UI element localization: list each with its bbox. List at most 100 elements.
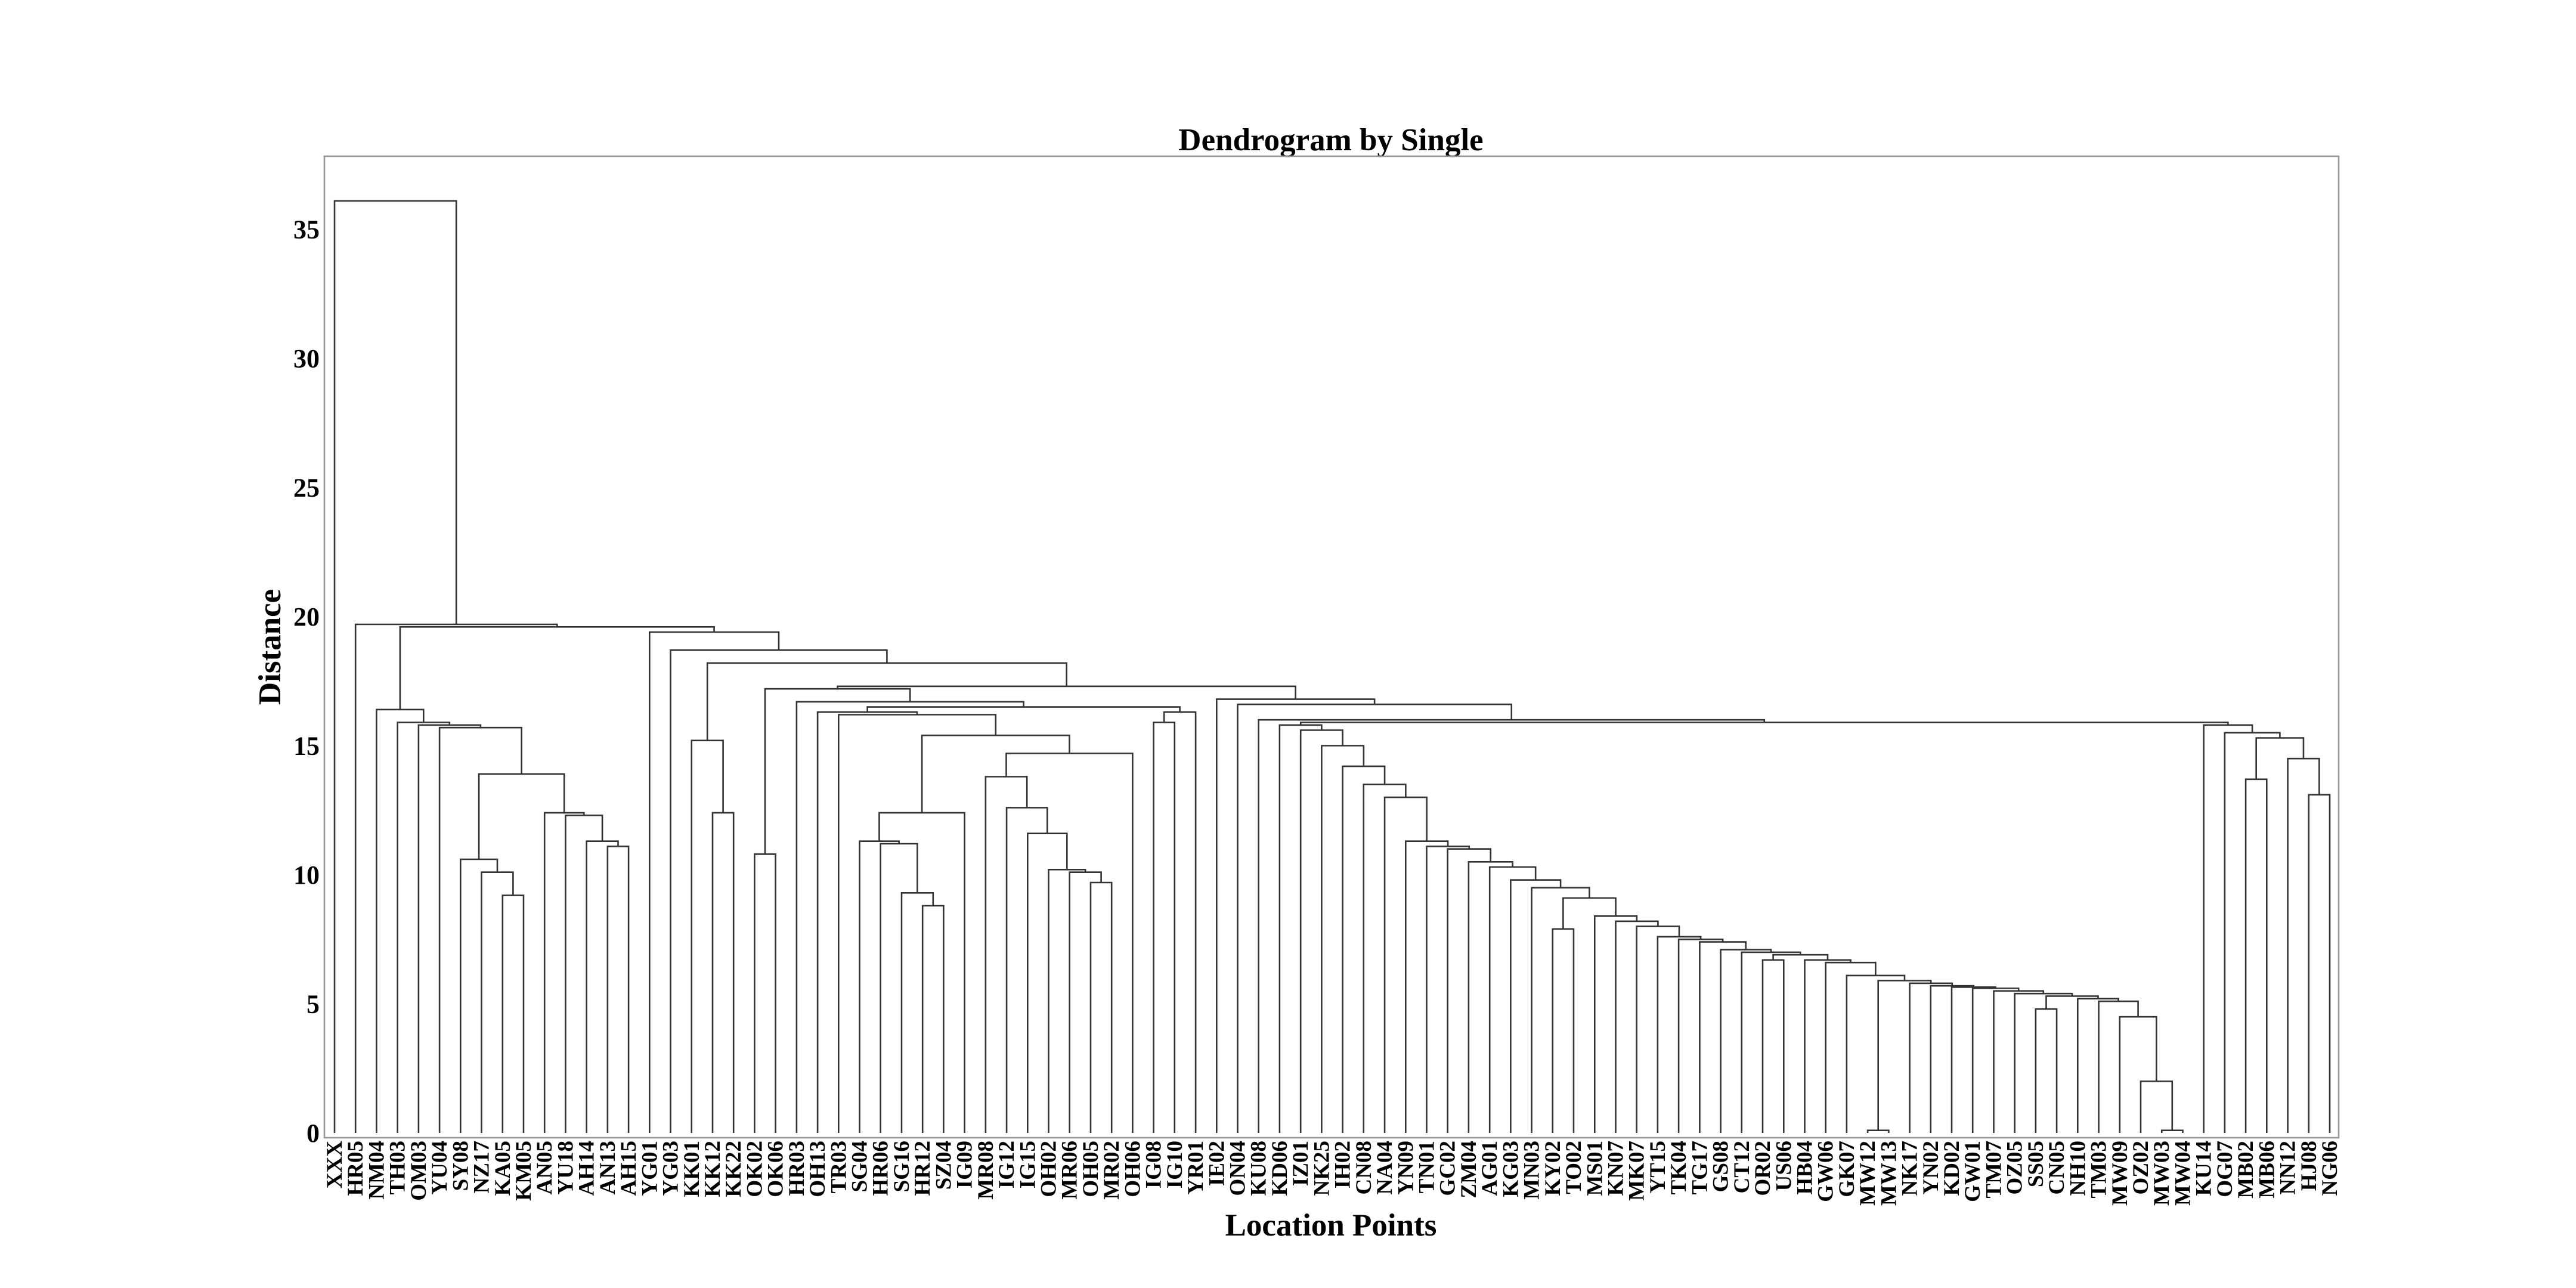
- merge-link: [1562, 897, 1617, 929]
- leaf-label: NK25: [1309, 1141, 1334, 1196]
- leaf-label: TO02: [1562, 1141, 1586, 1194]
- leaf-label: TN01: [1415, 1141, 1439, 1193]
- leaf-label: OK06: [764, 1141, 788, 1197]
- leaf-label: NA04: [1373, 1141, 1397, 1194]
- merge-link: [2224, 732, 2281, 1133]
- merge-link: [838, 714, 997, 1133]
- leaf-label: KD02: [1940, 1141, 1964, 1196]
- leaf-labels: XXXHR05NM04TH03OM03YU04SY08NZ17KA05KM05A…: [323, 1141, 2342, 1206]
- leaf-label: ZM04: [1457, 1141, 1481, 1199]
- dendrogram-links: [333, 200, 2331, 1133]
- y-tick-label: 5: [306, 990, 320, 1019]
- merge-link: [481, 871, 514, 1133]
- leaf-label: IG08: [1142, 1141, 1166, 1188]
- leaf-label: IG12: [995, 1141, 1019, 1188]
- leaf-label: IG09: [953, 1141, 977, 1188]
- leaf-label: YR01: [1184, 1141, 1208, 1194]
- leaf-label: OR02: [1751, 1141, 1775, 1196]
- merge-link: [1153, 722, 1176, 1133]
- leaf-label: TM03: [2087, 1141, 2111, 1199]
- merge-link: [1772, 953, 1829, 960]
- leaf-label: IG10: [1163, 1141, 1187, 1188]
- leaf-label: IG15: [1015, 1141, 1040, 1188]
- leaf-label: AN05: [532, 1141, 557, 1194]
- merge-link: [586, 840, 619, 1133]
- merge-link: [1720, 949, 1772, 1133]
- leaf-label: HB04: [1793, 1141, 1818, 1194]
- leaf-label: GC02: [1436, 1141, 1460, 1196]
- leaf-label: US06: [1772, 1141, 1796, 1191]
- leaf-label: KD06: [1268, 1141, 1292, 1196]
- leaf-label: KA05: [491, 1141, 515, 1196]
- leaf-label: IZ01: [1289, 1141, 1313, 1186]
- merge-link: [1216, 698, 1376, 1133]
- y-tick-label: 15: [293, 732, 320, 761]
- merge-link: [1069, 871, 1102, 1133]
- merge-link: [2140, 1080, 2174, 1133]
- leaf-label: NK17: [1898, 1141, 1922, 1196]
- leaf-label: MN03: [1520, 1141, 1544, 1200]
- leaf-label: GW06: [1814, 1141, 1838, 1202]
- leaf-label: TM07: [1982, 1141, 2007, 1199]
- merge-link: [880, 843, 918, 1133]
- merge-link: [354, 623, 558, 1133]
- merge-link: [900, 892, 934, 1133]
- leaf-label: ON04: [1226, 1141, 1250, 1196]
- leaf-label: MB02: [2234, 1141, 2258, 1199]
- merge-link: [438, 726, 523, 1133]
- leaf-label: XXX: [323, 1141, 347, 1188]
- merge-link: [764, 688, 911, 854]
- y-tick-label: 35: [293, 215, 320, 244]
- leaf-label: SZ04: [931, 1141, 956, 1190]
- y-tick-label: 10: [293, 860, 320, 890]
- merge-link: [2014, 992, 2073, 1133]
- leaf-label: AH15: [617, 1141, 641, 1196]
- leaf-label: KK22: [722, 1141, 746, 1197]
- y-tick-label: 25: [293, 473, 320, 503]
- merge-link: [478, 773, 565, 859]
- leaf-label: SS05: [2024, 1141, 2048, 1187]
- merge-link: [1950, 986, 1996, 1133]
- merge-link: [1467, 861, 1513, 1133]
- leaf-label: KU14: [2192, 1141, 2216, 1196]
- merge-link: [1761, 959, 1785, 1133]
- y-tick-label: 30: [293, 344, 320, 373]
- merge-link: [795, 701, 1024, 1133]
- merge-link: [501, 894, 525, 1133]
- y-tick-label: 20: [293, 602, 320, 631]
- merge-link: [1552, 928, 1575, 1133]
- leaf-label: IH02: [1331, 1141, 1355, 1188]
- y-axis-label: Distance: [253, 589, 287, 705]
- leaf-label: YG03: [659, 1141, 683, 1196]
- leaf-label: GK07: [1835, 1141, 1859, 1197]
- merge-link: [1299, 722, 2229, 725]
- merge-link: [1048, 869, 1086, 1133]
- leaf-label: YU04: [428, 1141, 452, 1194]
- leaf-label: OK02: [742, 1141, 767, 1197]
- leaf-label: TH03: [386, 1141, 410, 1194]
- leaf-label: MW09: [2108, 1141, 2132, 1206]
- leaf-label: HR12: [911, 1141, 935, 1196]
- leaf-label: TG17: [1688, 1141, 1712, 1194]
- leaf-label: NZ17: [470, 1141, 494, 1193]
- leaf-label: SY08: [448, 1141, 473, 1191]
- leaf-label: MR08: [974, 1141, 998, 1200]
- merge-link: [1677, 939, 1724, 1133]
- merge-link: [543, 812, 585, 1133]
- merge-link: [670, 649, 888, 1133]
- leaf-label: OH06: [1120, 1141, 1145, 1197]
- leaf-label: GW01: [1961, 1141, 1985, 1202]
- leaf-label: SG16: [890, 1141, 914, 1192]
- merge-link: [2160, 1129, 2184, 1133]
- leaf-label: HR05: [343, 1141, 368, 1196]
- leaf-label: MR06: [1058, 1141, 1082, 1200]
- leaf-label: MW04: [2171, 1141, 2196, 1206]
- merge-link: [1741, 951, 1801, 1133]
- leaf-label: AN13: [596, 1141, 620, 1194]
- leaf-label: MR02: [1100, 1141, 1124, 1200]
- merge-link: [1237, 703, 1513, 1133]
- leaf-label: OH05: [1079, 1141, 1103, 1197]
- merge-link: [711, 812, 735, 1133]
- leaf-label: MK07: [1625, 1141, 1649, 1201]
